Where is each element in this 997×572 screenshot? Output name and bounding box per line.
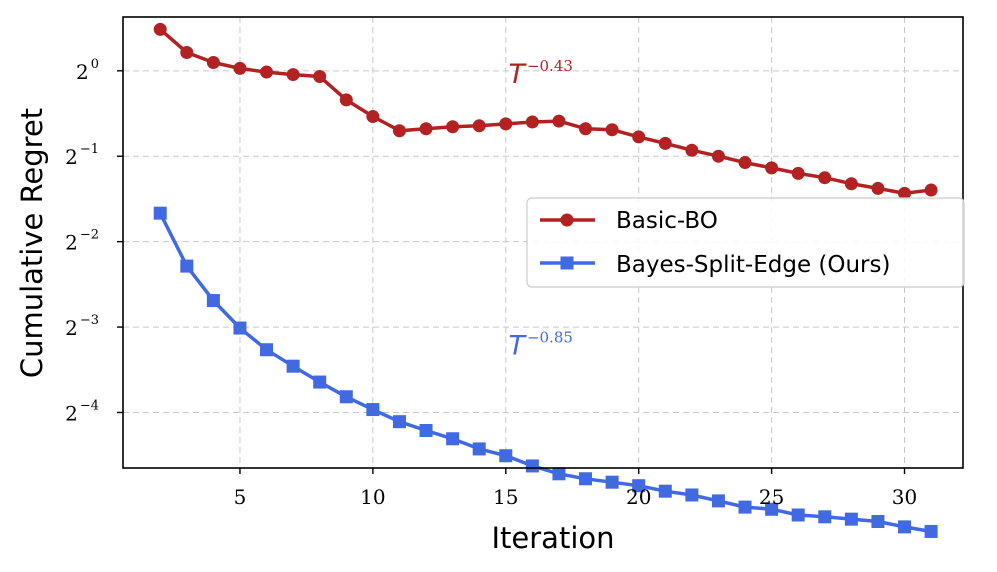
data-point: [765, 502, 779, 516]
data-point: [871, 515, 885, 529]
data-point: [366, 403, 380, 417]
grid: [123, 17, 963, 468]
data-point: [552, 114, 566, 128]
x-tick-label: 20: [626, 485, 651, 509]
data-point: [579, 472, 593, 486]
data-point: [791, 508, 805, 522]
legend: Basic-BO Bayes-Split-Edge (Ours): [526, 197, 965, 288]
data-point: [206, 55, 220, 69]
data-point: [738, 156, 752, 170]
x-tick-label: 15: [493, 485, 518, 509]
data-point: [366, 110, 380, 124]
data-point: [818, 510, 832, 524]
data-point: [738, 500, 752, 514]
data-point: [286, 68, 300, 82]
data-point: [685, 143, 699, 157]
data-point: [472, 442, 486, 456]
data-point: [153, 206, 167, 220]
data-point: [924, 524, 938, 538]
annotations: T −0.43 T −0.85: [508, 57, 572, 362]
data-point: [658, 484, 672, 498]
data-point: [339, 93, 353, 107]
data-point: [472, 119, 486, 133]
data-point: [844, 177, 858, 191]
series-basic-bo: [153, 22, 938, 200]
data-point: [552, 467, 566, 481]
data-point: [446, 120, 460, 134]
data-point: [685, 488, 699, 502]
legend-item-bayes-split-edge: Bayes-Split-Edge (Ours): [540, 252, 890, 278]
data-point: [605, 475, 619, 489]
y-tick-label: 2 −2: [65, 228, 99, 255]
x-axis-title: Iteration: [491, 521, 614, 555]
series-layer: [153, 22, 938, 538]
data-point: [818, 171, 832, 185]
data-point: [871, 181, 885, 195]
data-point: [286, 359, 300, 373]
y-tick-label: 2 −1: [65, 142, 99, 169]
data-point: [392, 415, 406, 429]
data-point: [632, 130, 646, 144]
data-point: [419, 122, 433, 136]
x-tick-label: 5: [234, 485, 247, 509]
data-point: [233, 61, 247, 75]
data-point: [898, 186, 912, 200]
legend-label-bayes-split-edge: Bayes-Split-Edge (Ours): [616, 252, 890, 278]
annotation-bayes-split-edge-rate: T −0.85: [508, 328, 572, 361]
data-point: [658, 136, 672, 150]
annotation-basic-bo-rate: T −0.43: [508, 57, 572, 90]
data-point: [206, 294, 220, 308]
data-point: [153, 22, 167, 36]
data-point: [313, 375, 327, 389]
y-tick-label: 2 −3: [65, 313, 99, 340]
y-axis-title: Cumulative Regret: [15, 108, 49, 378]
data-point: [419, 423, 433, 437]
x-tick-label: 10: [360, 485, 385, 509]
data-point: [260, 343, 274, 357]
data-point: [339, 390, 353, 404]
data-point: [791, 166, 805, 180]
data-point: [898, 520, 912, 534]
legend-marker-bayes-split-edge: [560, 256, 574, 270]
x-tick-label: 25: [759, 485, 784, 509]
legend-label-basic-bo: Basic-BO: [616, 208, 718, 234]
data-point: [392, 124, 406, 138]
data-point: [605, 123, 619, 137]
data-point: [446, 432, 460, 446]
legend-box: [526, 197, 965, 288]
data-point: [632, 479, 646, 493]
data-point: [844, 512, 858, 526]
data-point: [924, 183, 938, 197]
data-point: [711, 494, 725, 508]
legend-item-basic-bo: Basic-BO: [540, 208, 718, 234]
series-bayes-split-edge: [153, 206, 938, 538]
data-point: [233, 321, 247, 335]
data-point: [579, 122, 593, 136]
data-point: [499, 449, 513, 463]
data-point: [765, 161, 779, 175]
x-tick-label: 30: [892, 485, 917, 509]
data-point: [525, 459, 539, 473]
legend-marker-basic-bo: [560, 213, 574, 227]
data-point: [180, 259, 194, 273]
y-tick-label: 2 −4: [65, 398, 99, 425]
data-point: [313, 69, 327, 83]
ticks: 5 10 15 20 25 30 2 0 2 −1 2 −2 2 −3 2 −4: [65, 57, 917, 509]
data-point: [180, 46, 194, 60]
data-point: [499, 117, 513, 131]
data-point: [711, 149, 725, 163]
data-point: [525, 115, 539, 129]
data-point: [260, 65, 274, 79]
